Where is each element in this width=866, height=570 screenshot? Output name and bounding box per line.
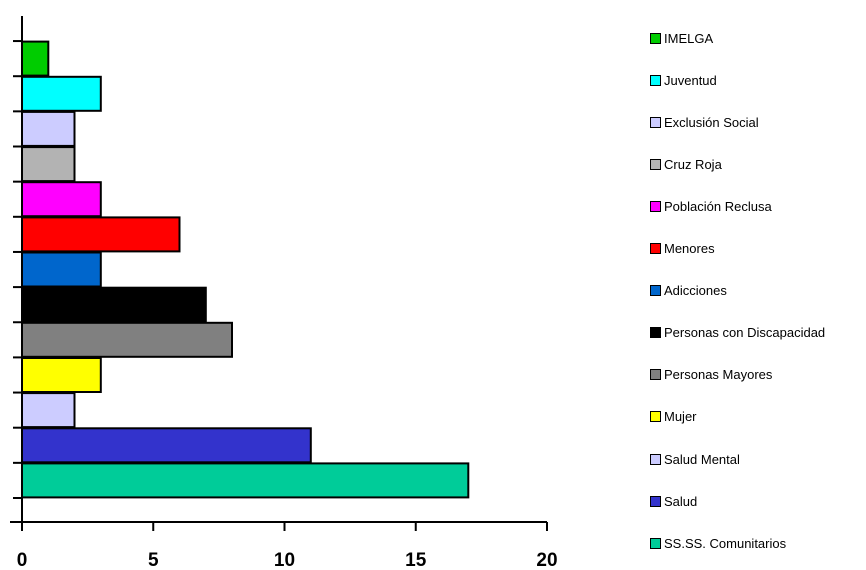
bar-10 — [21, 110, 76, 147]
legend-swatch — [650, 495, 661, 507]
legend-swatch — [650, 411, 661, 423]
legend-swatch — [650, 369, 661, 381]
legend-swatch — [650, 537, 661, 549]
legend-label: Juventud — [664, 72, 717, 88]
legend-item: IMELGA — [650, 30, 713, 46]
bar-7 — [21, 216, 181, 253]
legend-item: Salud — [650, 493, 697, 509]
legend-item: Menores — [650, 241, 715, 257]
legend-label: Salud — [664, 493, 698, 509]
bar-chart: 0 5 10 15 20 — [10, 16, 558, 570]
legend-item: Personas con Discapacidad — [650, 325, 825, 341]
legend-label: Cruz Roja — [664, 156, 722, 172]
x-tick-label-2: 10 — [274, 550, 295, 570]
legend-swatch — [650, 453, 661, 465]
bar-5 — [21, 286, 207, 323]
bar-2 — [21, 392, 76, 429]
legend-label: Adicciones — [664, 283, 727, 299]
legend-label: Personas con Discapacidad — [664, 325, 826, 341]
x-tick-label-3: 15 — [405, 550, 427, 570]
legend-item: SS.SS. Comunitarios — [650, 535, 786, 551]
legend-label: Menores — [664, 241, 715, 256]
legend-label: IMELGA — [664, 30, 714, 46]
legend-item: Población Reclusa — [650, 198, 772, 214]
legend-swatch — [650, 116, 661, 128]
legend-label: Salud Mental — [664, 451, 740, 467]
legend-swatch — [650, 74, 661, 86]
legend-swatch — [650, 243, 661, 254]
legend-label: Mujer — [664, 409, 697, 425]
x-tick-label-4: 20 — [536, 550, 557, 570]
bar-6 — [21, 251, 102, 288]
x-tick-label-0: 0 — [17, 550, 28, 570]
legend-item: Salud Mental — [650, 451, 740, 467]
bar-11 — [21, 75, 102, 112]
legend-label: Exclusión Social — [664, 114, 759, 130]
legend-item: Exclusión Social — [650, 114, 759, 130]
legend-item: Cruz Roja — [650, 156, 722, 172]
legend-swatch — [650, 327, 661, 339]
legend-label: SS.SS. Comunitarios — [664, 535, 787, 551]
bar-1 — [21, 427, 312, 464]
bar-0 — [21, 462, 470, 499]
legend-item: Personas Mayores — [650, 367, 772, 383]
legend-label: Personas Mayores — [664, 367, 773, 383]
legend-item: Juventud — [650, 72, 717, 88]
legend-swatch — [650, 32, 661, 44]
bar-4 — [21, 321, 233, 358]
bar-9 — [21, 146, 76, 183]
bar-12 — [21, 40, 50, 77]
legend-label: Población Reclusa — [664, 198, 772, 214]
legend-item: Mujer — [650, 409, 697, 425]
bar-8 — [21, 181, 102, 218]
legend-swatch — [650, 285, 661, 297]
bar-3 — [21, 357, 102, 393]
legend-swatch — [650, 200, 661, 212]
legend-item: Adicciones — [650, 283, 727, 299]
legend-swatch — [650, 158, 661, 170]
x-tick-label-1: 5 — [148, 550, 159, 570]
